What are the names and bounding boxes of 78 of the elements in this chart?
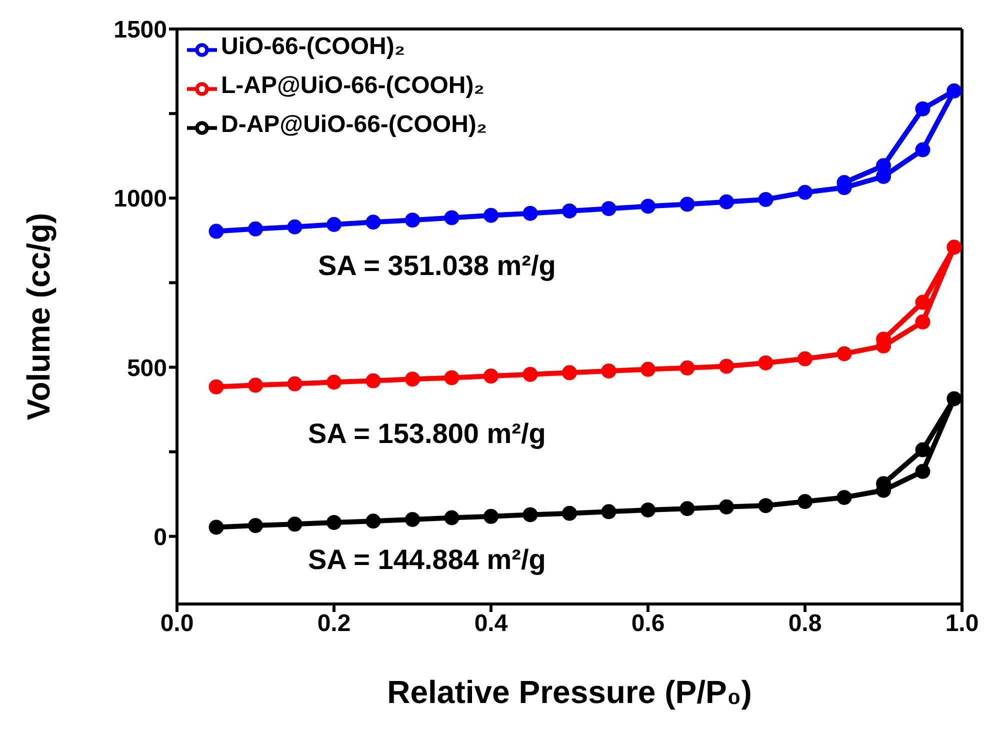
point bbox=[836, 346, 852, 362]
legend-label: L-AP@UiO-66-(COOH)₂ bbox=[221, 72, 484, 99]
point bbox=[876, 158, 891, 174]
point bbox=[798, 351, 812, 366]
point bbox=[287, 219, 302, 234]
point bbox=[758, 498, 774, 514]
x-tick-label: 0.2 bbox=[317, 610, 351, 638]
point bbox=[248, 518, 263, 534]
point bbox=[915, 314, 930, 330]
point bbox=[405, 372, 420, 387]
annotation: SA = 144.884 m²/g bbox=[308, 544, 546, 576]
point bbox=[946, 240, 962, 255]
point bbox=[326, 217, 342, 232]
point bbox=[484, 208, 498, 223]
point bbox=[758, 355, 774, 370]
point bbox=[601, 363, 616, 378]
point bbox=[601, 201, 616, 216]
x-tick-label: 0.8 bbox=[788, 610, 822, 638]
point bbox=[915, 142, 930, 158]
y-tick-label: 1500 bbox=[114, 16, 167, 44]
point bbox=[366, 214, 381, 230]
point bbox=[798, 494, 812, 510]
x-tick-label: 0.0 bbox=[160, 610, 194, 638]
y-tick-label: 0 bbox=[154, 524, 167, 551]
point bbox=[484, 508, 498, 524]
point bbox=[915, 101, 930, 116]
point bbox=[680, 360, 695, 376]
point bbox=[444, 510, 460, 526]
point bbox=[366, 373, 381, 388]
point bbox=[640, 362, 656, 377]
point bbox=[915, 442, 930, 458]
x-tick-label: 0.6 bbox=[631, 610, 665, 638]
y-tick-label: 500 bbox=[126, 354, 167, 382]
point bbox=[562, 506, 577, 521]
point bbox=[405, 212, 420, 228]
point bbox=[208, 224, 224, 239]
point bbox=[640, 198, 656, 214]
point bbox=[326, 374, 342, 390]
point bbox=[522, 366, 538, 382]
legend-label: D-AP@UiO-66-(COOH)₂ bbox=[221, 111, 488, 138]
annotation: SA = 153.800 m²/g bbox=[308, 418, 546, 450]
point bbox=[248, 378, 263, 393]
point bbox=[946, 83, 962, 98]
point bbox=[640, 502, 656, 518]
point bbox=[758, 192, 774, 207]
point bbox=[444, 210, 460, 226]
point bbox=[484, 368, 498, 384]
point bbox=[680, 501, 695, 516]
point bbox=[562, 365, 577, 380]
point bbox=[946, 391, 962, 406]
point bbox=[287, 516, 302, 532]
point bbox=[405, 512, 420, 527]
point bbox=[522, 206, 538, 221]
x-tick-label: 1.0 bbox=[945, 610, 979, 638]
point bbox=[915, 464, 930, 479]
legend-label: UiO-66-(COOH)₂ bbox=[221, 33, 405, 60]
point bbox=[522, 507, 538, 522]
point bbox=[444, 370, 460, 386]
point bbox=[326, 514, 342, 530]
point bbox=[836, 490, 852, 505]
point bbox=[915, 294, 930, 310]
point bbox=[680, 196, 695, 212]
x-tick-label: 0.4 bbox=[474, 610, 508, 638]
point bbox=[208, 520, 224, 535]
point bbox=[601, 504, 616, 520]
annotation: SA = 351.038 m²/g bbox=[318, 250, 556, 282]
point bbox=[719, 358, 734, 374]
point bbox=[798, 184, 812, 200]
point bbox=[719, 499, 734, 514]
point bbox=[366, 514, 381, 529]
point bbox=[719, 194, 734, 210]
point bbox=[248, 221, 263, 236]
y-axis-title: Volume (cc/g) bbox=[20, 212, 56, 420]
point bbox=[287, 376, 302, 392]
point bbox=[208, 379, 224, 394]
x-axis-title: Relative Pressure (P/P₀) bbox=[387, 674, 752, 710]
point bbox=[562, 203, 577, 218]
y-tick-label: 1000 bbox=[114, 186, 167, 213]
